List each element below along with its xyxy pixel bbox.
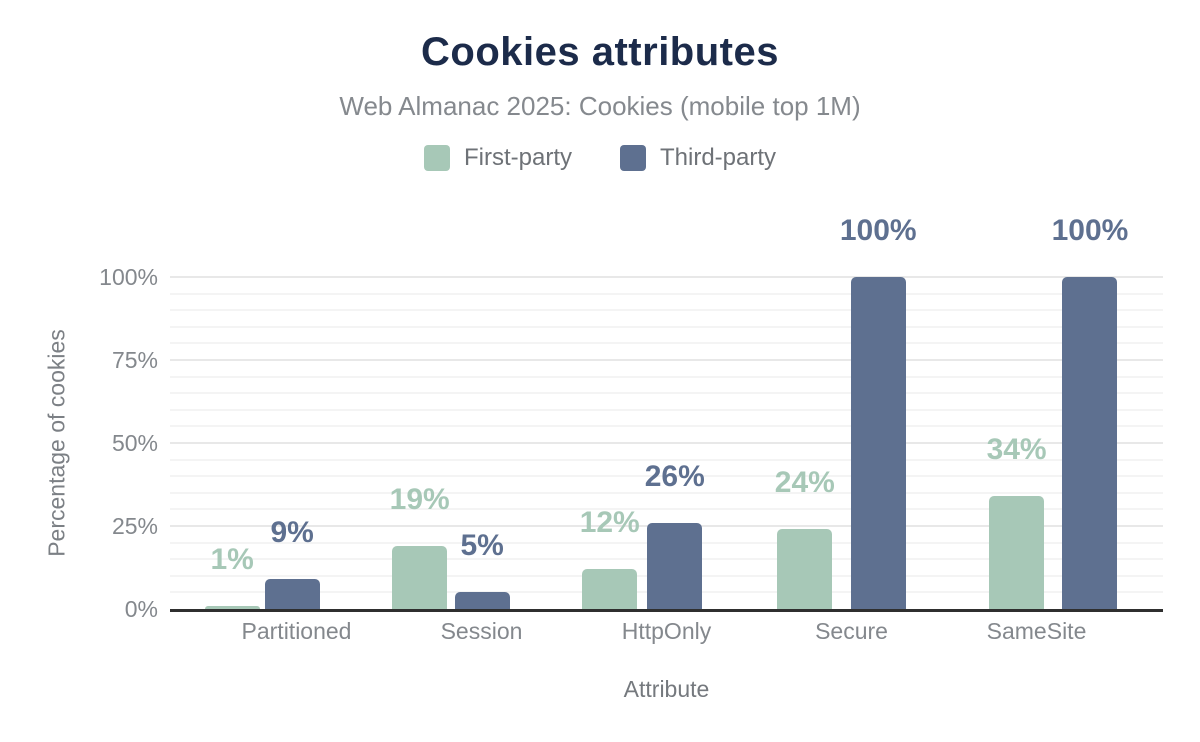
bar-column-first-party: 24% [775, 466, 835, 609]
x-tick-label-samesite: SameSite [986, 618, 1087, 644]
x-tick-label-httponly: HttpOnly [621, 618, 712, 644]
data-label-third-party-secure: 100% [839, 214, 917, 247]
bar-column-third-party: 100% [1051, 214, 1129, 609]
major-gridline-100 [170, 276, 1163, 278]
data-label-third-party-httponly: 26% [644, 459, 705, 493]
y-tick-label-0: 0% [124, 596, 158, 622]
chart-subtitle: Web Almanac 2025: Cookies (mobile top 1M… [339, 91, 861, 121]
minor-gridline-65 [170, 392, 1163, 395]
x-tick-label-secure: Secure [815, 618, 888, 644]
bar-third-party-session [454, 592, 510, 609]
legend-swatch-icon [423, 145, 450, 171]
legend-label: First-party [463, 144, 572, 171]
minor-gridline-80 [170, 342, 1163, 345]
minor-gridline-85 [170, 325, 1163, 328]
legend-swatch-icon [619, 145, 646, 171]
data-label-first-party-partitioned: 1% [210, 542, 254, 576]
y-tick-label-50: 50% [111, 430, 158, 456]
bar-first-party-session [392, 545, 448, 609]
data-label-first-party-httponly: 12% [579, 506, 640, 540]
data-label-first-party-session: 19% [389, 482, 450, 516]
minor-gridline-30 [170, 508, 1163, 511]
major-gridline-50 [170, 442, 1163, 444]
minor-gridline-45 [170, 458, 1163, 461]
bar-first-party-httponly [582, 569, 638, 609]
data-label-first-party-samesite: 34% [986, 433, 1047, 467]
minor-gridline-60 [170, 408, 1163, 411]
bar-column-first-party: 19% [390, 483, 450, 609]
bar-column-third-party: 100% [840, 214, 917, 609]
bar-third-party-partitioned [264, 579, 320, 609]
y-tick-label-100: 100% [99, 264, 158, 290]
bar-column-third-party: 5% [454, 529, 510, 609]
legend-item-first-party[interactable]: First-party [423, 144, 572, 172]
bar-group-httponly: 12% 26% [580, 460, 705, 609]
y-tick-label-75: 75% [111, 347, 158, 373]
legend-item-third-party[interactable]: Third-party [619, 144, 777, 172]
x-tick-label-partitioned: Partitioned [241, 618, 352, 644]
bar-group-secure: 24% 100% [775, 214, 917, 609]
bar-third-party-samesite [1062, 277, 1118, 609]
x-axis-ticks: Partitioned Session HttpOnly Secure SameSite [170, 617, 1163, 645]
bar-column-first-party: 12% [580, 506, 640, 609]
x-axis-line [170, 609, 1163, 612]
bar-first-party-samesite [989, 496, 1045, 609]
minor-gridline-90 [170, 309, 1163, 312]
bar-group-partitioned: 1% 9% [204, 516, 320, 609]
bar-group-samesite: 34% 100% [987, 214, 1129, 609]
x-axis-title: Attribute [623, 676, 710, 702]
bar-first-party-secure [777, 529, 833, 609]
chart-title: Cookies attributes [421, 30, 779, 74]
minor-gridline-40 [170, 475, 1163, 478]
x-tick-label-session: Session [440, 618, 523, 644]
y-tick-label-25: 25% [111, 513, 158, 539]
bar-third-party-httponly [647, 522, 703, 609]
minor-gridline-95 [170, 292, 1163, 295]
bar-group-session: 19% 5% [390, 483, 510, 609]
data-label-third-party-session: 5% [460, 529, 504, 563]
minor-gridline-70 [170, 375, 1163, 378]
bar-series: 1% 9% 19% 5% 12% 26% 24% 100% 34% 100% [170, 214, 1163, 609]
bar-third-party-secure [850, 277, 906, 609]
minor-gridline-55 [170, 425, 1163, 428]
bar-column-third-party: 26% [645, 460, 705, 609]
data-label-first-party-secure: 24% [774, 466, 835, 500]
bar-first-party-partitioned [204, 605, 260, 609]
bar-column-third-party: 9% [264, 516, 320, 609]
bar-column-first-party: 1% [204, 542, 260, 609]
data-label-third-party-samesite: 100% [1051, 214, 1129, 247]
major-gridline-75 [170, 359, 1163, 361]
bar-column-first-party: 34% [987, 433, 1047, 609]
legend-label: Third-party [659, 144, 777, 171]
plot-area: 1% 9% 19% 5% 12% 26% 24% 100% 34% 100% [170, 214, 1163, 612]
legend: First-party Third-party [0, 144, 1200, 172]
data-label-third-party-partitioned: 9% [270, 516, 314, 550]
minor-gridline-35 [170, 491, 1163, 494]
